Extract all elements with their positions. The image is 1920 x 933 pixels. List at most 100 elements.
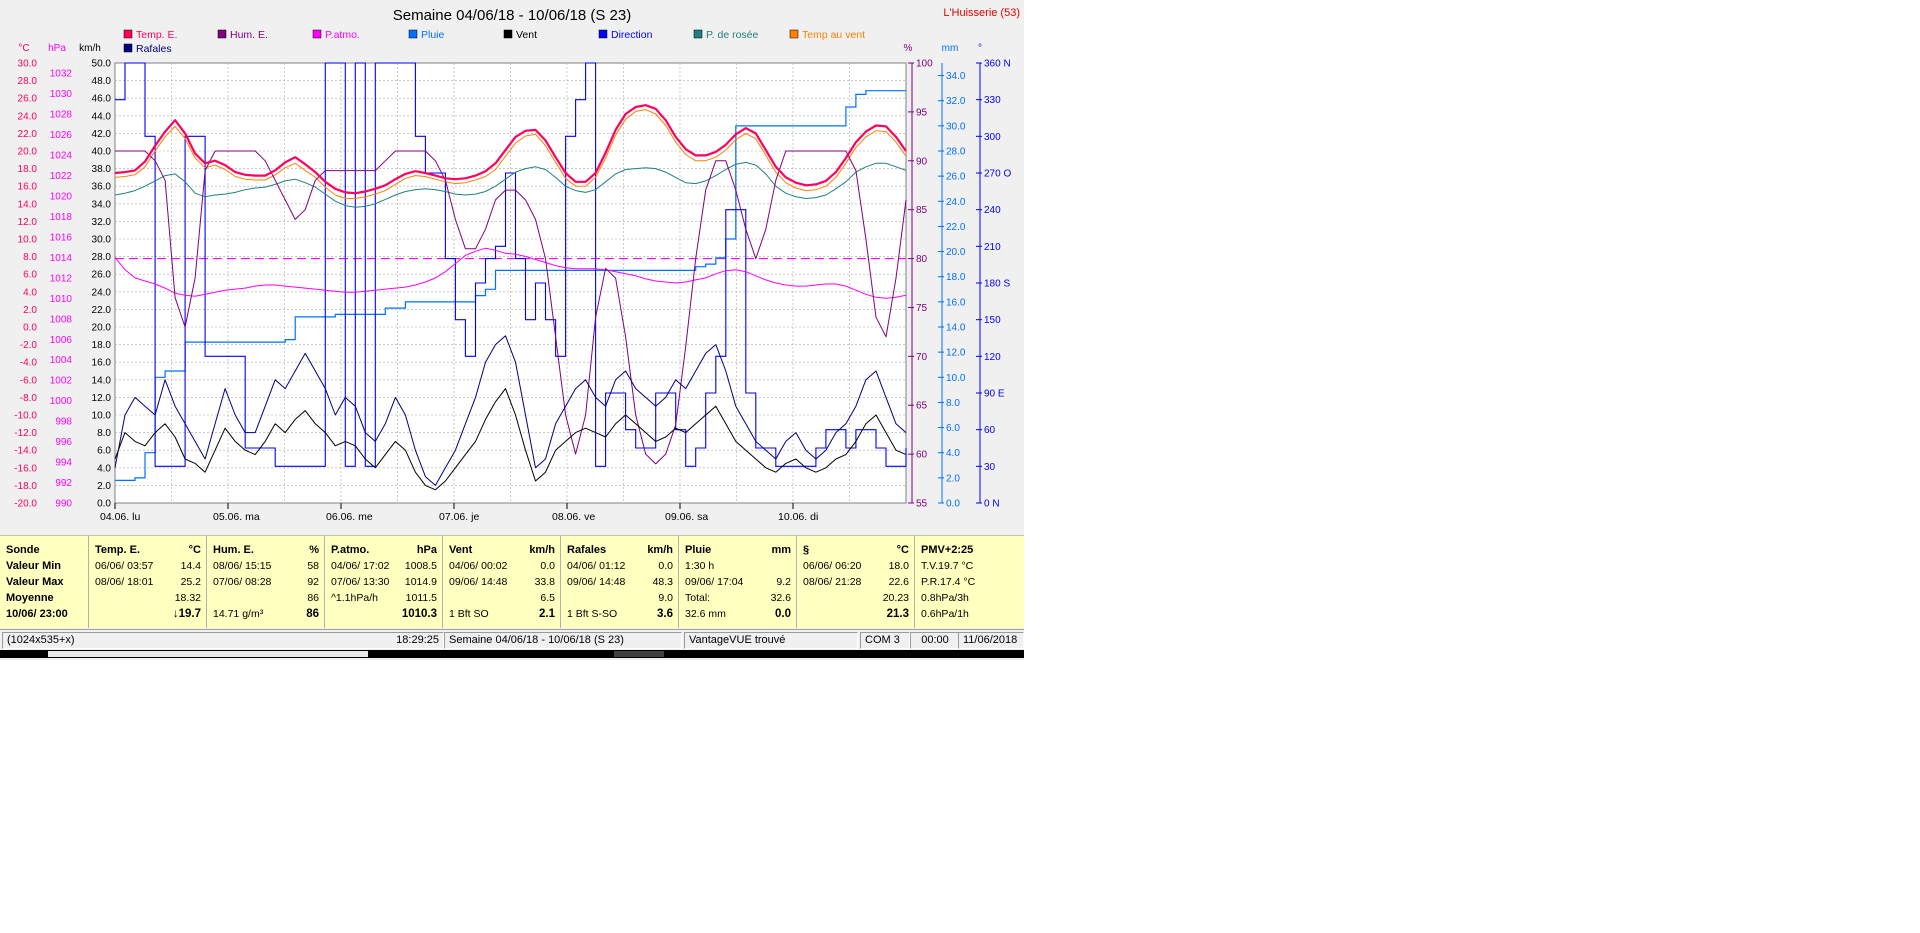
weather-app-window: Semaine 04/06/18 - 10/06/18 (S 23) L'Huis… [0, 0, 1024, 660]
series-line-p-atmo- [114, 247, 907, 299]
wind-max-value: 33.8 [534, 576, 555, 588]
axis-tick-label: 996 [55, 437, 72, 448]
wind-min-time: 04/06/ 00:02 [449, 560, 508, 572]
s-average: 20.23 [882, 592, 909, 604]
axis-tick-label: 0.0 [946, 499, 960, 510]
temp-min-value: 14.4 [180, 560, 201, 572]
status-port: COM 3 [860, 632, 910, 649]
wind-current: 2.1 [539, 608, 555, 620]
legend-swatch [217, 29, 227, 39]
axis-tick-label: 40.0 [92, 147, 112, 158]
axis-tick-label: -12.0 [14, 428, 37, 439]
x-tick-label: 04.06. lu [100, 511, 140, 523]
status-device: VantageVUE trouvé [684, 632, 858, 649]
axis-tick-label: 18.0 [18, 164, 38, 175]
axis-tick-label: 12.0 [92, 393, 112, 404]
axis-tick-label: -20.0 [14, 499, 37, 510]
s-max-value: 22.6 [888, 576, 909, 588]
axis-tick-label: 55 [916, 499, 928, 510]
series-line-hum-e- [115, 150, 907, 465]
x-tick-label: 05.06. ma [213, 511, 260, 523]
pmv-wind-temp: T.V.19.7 °C [921, 560, 974, 572]
axis-tick-label: 10.0 [18, 235, 38, 246]
axis-tick-label: 270 O [984, 169, 1011, 180]
pressure-max-time: 07/06/ 13:30 [331, 576, 390, 588]
series-line-rafales [114, 335, 907, 486]
axis-tick-label: 1010 [50, 294, 73, 305]
gust-min-value: 0.0 [658, 560, 673, 572]
axis-tick-label: 26.0 [92, 270, 112, 281]
axis-tick-label: 1020 [50, 192, 73, 203]
pressure-trend: ^1.1hPa/h [331, 592, 378, 604]
x-tick-label: 09.06. sa [665, 511, 708, 523]
axis-tick-label: -6.0 [20, 375, 38, 386]
temp-current: ↓19.7 [172, 608, 201, 620]
axis-tick-label: 60 [916, 450, 928, 461]
rain-header: Pluie [685, 544, 712, 556]
axis-tick-label: 1016 [50, 232, 73, 243]
gust-current: 3.6 [657, 608, 673, 620]
gust-average: 9.0 [658, 592, 673, 604]
axis-tick-label: 992 [55, 478, 72, 489]
legend-label: Direction [611, 29, 653, 41]
x-tick-label: 07.06. je [439, 511, 479, 523]
rain-unit: mm [771, 544, 791, 556]
humidity-header: Hum. E. [213, 544, 254, 556]
pressure-unit: hPa [416, 544, 437, 556]
axis-tick-label: 8.0 [946, 398, 960, 409]
pmv-trend-1h: 0.6hPa/1h [921, 608, 969, 620]
rain-max-time: 09/06/ 17:04 [685, 576, 744, 588]
axis-tick-label: 34.0 [946, 71, 966, 82]
temp-header: Temp. E. [95, 544, 141, 556]
row-label-min: Valeur Min [6, 560, 62, 572]
legend-label: Pluie [421, 29, 445, 41]
axis-tick-label: 75 [916, 303, 928, 314]
wind-average: 6.5 [540, 592, 555, 604]
temp-max-time: 08/06/ 18:01 [95, 576, 154, 588]
axis-tick-label: 2.0 [946, 473, 960, 484]
axis-tick-label: 32.0 [946, 96, 966, 107]
series-line-vent [114, 388, 907, 491]
axis-tick-label: -14.0 [14, 446, 37, 457]
legend-swatch [598, 29, 608, 39]
axis-tick-label: 22.0 [92, 305, 112, 316]
legend-swatch [408, 29, 418, 39]
scroll-thumb[interactable] [48, 651, 368, 657]
axis-tick-label: 4.0 [23, 287, 37, 298]
axis-tick-label: 10.0 [946, 373, 966, 384]
series-line-direction [115, 62, 907, 467]
axis-tick-label: 240 [984, 205, 1001, 216]
axis-tick-label: 85 [916, 205, 928, 216]
axis-tick-label: 48.0 [92, 76, 112, 87]
axis-tick-label: 12.0 [946, 348, 966, 359]
pmv-dew-point: P.R.17.4 °C [921, 576, 976, 588]
axis-tick-label: 36.0 [92, 182, 112, 193]
axis-tick-label: 14.0 [92, 375, 112, 386]
station-name: L'Huisserie (53) [943, 7, 1020, 19]
axis-tick-label: 6.0 [23, 270, 37, 281]
axis-tick-label: 360 N [984, 59, 1011, 70]
sonde-column: Sonde Valeur Min Valeur Max Moyenne 10/0… [0, 536, 88, 628]
rain-current: 0.0 [775, 608, 791, 620]
axis-tick-label: 24.0 [946, 197, 966, 208]
axis-tick-label: 32.0 [92, 217, 112, 228]
gust-beaufort: 1 Bft S-SO [567, 608, 618, 620]
axis-tick-label: 100 [916, 59, 933, 70]
axis-tick-label: 12.0 [18, 217, 38, 228]
legend-swatch [123, 43, 133, 53]
temp-column: Temp. E. °C 06/06/ 03:57 14.4 08/06/ 18:01… [88, 536, 207, 628]
row-label-max: Valeur Max [6, 576, 64, 588]
legend-swatch [789, 29, 799, 39]
status-window-size: (1024x535+x) 18:29:25 [2, 632, 444, 649]
axis-tick-label: 28.0 [18, 76, 38, 87]
humidity-unit: % [309, 544, 319, 556]
status-period: Semaine 04/06/18 - 10/06/18 (S 23) [444, 632, 682, 649]
axis-tick-label: 1002 [50, 376, 73, 387]
axis-tick-label: 1022 [50, 171, 73, 182]
status-date: 11/06/2018 [958, 632, 1024, 649]
axis-tick-label: 26.0 [946, 172, 966, 183]
axis-unit-label: km/h [79, 43, 101, 54]
axis-unit-label: °C [18, 43, 29, 54]
axis-tick-label: 4.0 [97, 463, 111, 474]
temp-average: 18.32 [174, 592, 201, 604]
